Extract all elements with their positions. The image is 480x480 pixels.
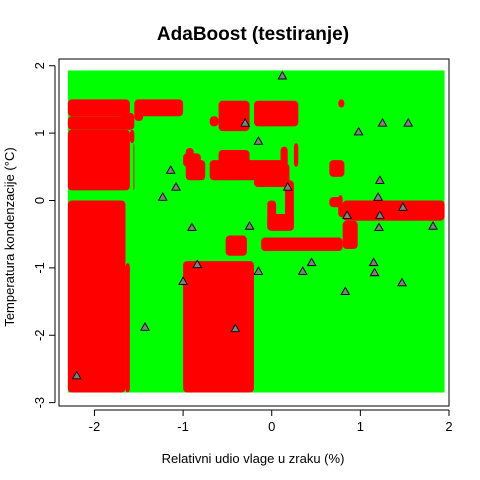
region-class-a bbox=[225, 235, 247, 256]
plot-frame bbox=[58, 58, 450, 407]
data-point bbox=[186, 222, 197, 232]
region-class-a bbox=[338, 99, 345, 108]
region-class-a bbox=[338, 195, 343, 209]
data-point bbox=[253, 136, 264, 145]
region-class-a bbox=[185, 147, 194, 167]
x-tick-label: 0 bbox=[268, 419, 275, 434]
region-class-a bbox=[125, 263, 130, 393]
data-point bbox=[282, 181, 293, 191]
region-class-a bbox=[280, 146, 288, 188]
data-point bbox=[374, 210, 385, 219]
region-class-a bbox=[133, 143, 135, 191]
data-point bbox=[165, 165, 176, 174]
data-point bbox=[353, 126, 364, 136]
region-class-a bbox=[293, 143, 299, 167]
data-point bbox=[306, 257, 317, 267]
y-tick-label: -1 bbox=[32, 262, 47, 274]
region-class-a bbox=[147, 102, 157, 110]
data-point bbox=[157, 192, 168, 201]
data-point bbox=[342, 210, 353, 219]
x-tick-label: -1 bbox=[177, 419, 189, 434]
region-class-a bbox=[134, 99, 184, 117]
region-class-a bbox=[121, 112, 135, 124]
y-tick-label: 1 bbox=[32, 129, 47, 136]
region-class-a bbox=[329, 160, 345, 177]
region-class-a bbox=[209, 116, 219, 127]
region-class-a bbox=[386, 207, 401, 218]
data-point bbox=[373, 192, 384, 201]
x-axis: -2 -1 0 1 2 bbox=[89, 409, 453, 434]
data-point bbox=[230, 323, 241, 333]
data-point bbox=[340, 286, 351, 296]
data-point bbox=[71, 370, 82, 380]
y-tick-label: 2 bbox=[32, 62, 47, 69]
region-class-a bbox=[183, 261, 254, 393]
y-tick-label: 0 bbox=[32, 197, 47, 204]
data-point bbox=[140, 322, 150, 331]
region-class-a bbox=[67, 116, 135, 130]
data-point bbox=[178, 276, 189, 285]
region-class-a bbox=[267, 213, 294, 231]
region-class-a bbox=[67, 99, 130, 117]
data-point bbox=[377, 117, 388, 127]
data-point bbox=[244, 220, 255, 230]
data-point bbox=[368, 257, 379, 267]
region-class-a bbox=[254, 100, 299, 127]
region-class-a bbox=[218, 100, 250, 132]
data-point bbox=[369, 267, 380, 277]
y-axis-label: Temperatura kondenzacije (°C) bbox=[2, 147, 17, 326]
region-class-a bbox=[261, 237, 343, 252]
data-point bbox=[374, 175, 385, 184]
decision-regions bbox=[67, 70, 445, 393]
region-class-a bbox=[67, 129, 130, 191]
chart-title: AdaBoost (testiranje) bbox=[157, 24, 349, 45]
y-tick-label: -3 bbox=[32, 397, 47, 409]
x-tick-label: -2 bbox=[89, 419, 101, 434]
region-class-a bbox=[67, 200, 126, 393]
region-class-a bbox=[342, 220, 358, 250]
data-point bbox=[297, 266, 308, 275]
data-point bbox=[277, 70, 288, 80]
data-point bbox=[397, 277, 407, 287]
data-point bbox=[374, 222, 384, 232]
data-point bbox=[192, 259, 203, 269]
data-point bbox=[171, 181, 181, 191]
region-class-a bbox=[254, 163, 290, 188]
data-point bbox=[403, 117, 414, 127]
y-axis: -3 -2 -1 0 1 2 bbox=[32, 62, 56, 409]
test-points bbox=[71, 70, 439, 380]
x-tick-label: 2 bbox=[445, 419, 452, 434]
data-point bbox=[240, 117, 251, 127]
data-point bbox=[253, 266, 264, 275]
region-class-a bbox=[129, 129, 135, 144]
x-axis-label: Relativni udio vlage u zraku (%) bbox=[162, 451, 345, 466]
region-class-a bbox=[134, 104, 144, 121]
x-tick-label: 1 bbox=[357, 419, 364, 434]
data-point bbox=[397, 202, 408, 211]
y-tick-label: -2 bbox=[32, 329, 47, 341]
data-point bbox=[428, 220, 439, 230]
